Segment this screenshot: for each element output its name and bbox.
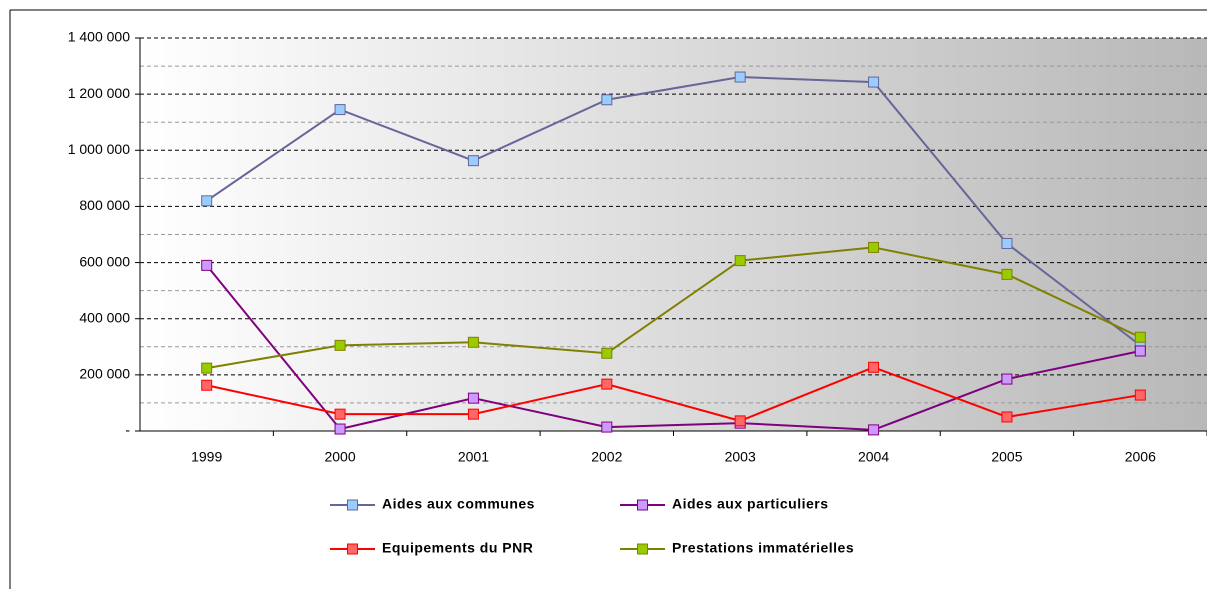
y-tick-label: 400 000 [79, 309, 130, 325]
x-tick-label: 2005 [991, 449, 1022, 465]
marker [467, 155, 479, 167]
marker [1001, 411, 1013, 423]
marker [334, 423, 346, 435]
marker [1134, 345, 1146, 357]
x-tick-label: 2001 [458, 449, 489, 465]
y-tick-label: - [125, 422, 130, 438]
x-tick-label: 2004 [858, 449, 889, 465]
series-line [206, 246, 1141, 370]
marker [734, 255, 746, 267]
legend-marker [637, 499, 648, 511]
series-line [206, 366, 1141, 422]
legend-label: Equipements du PNR [382, 540, 533, 556]
y-tick-label: 800 000 [79, 197, 130, 213]
marker [1001, 373, 1013, 385]
legend-label: Prestations immatérielles [672, 540, 854, 556]
marker [601, 378, 613, 390]
legend-label: Aides aux particuliers [672, 496, 829, 512]
marker [601, 347, 613, 359]
y-tick-label: 1 200 000 [68, 85, 130, 101]
legend-marker [347, 543, 358, 555]
marker [1134, 389, 1146, 401]
x-tick-label: 2000 [324, 449, 355, 465]
series-line [206, 76, 1141, 347]
marker [868, 241, 880, 253]
x-tick-label: 2006 [1125, 449, 1156, 465]
marker [601, 94, 613, 106]
marker [201, 259, 213, 271]
marker [1001, 237, 1013, 249]
marker [467, 392, 479, 404]
series-line [205, 264, 1141, 431]
marker [1001, 268, 1013, 280]
marker [868, 76, 880, 88]
marker [201, 379, 213, 391]
x-tick-label: 1999 [191, 449, 222, 465]
marker [201, 362, 213, 374]
y-tick-label: 1 400 000 [68, 29, 130, 45]
marker [334, 339, 346, 351]
x-tick-label: 2003 [725, 449, 756, 465]
marker [1134, 331, 1146, 343]
legend-marker [637, 543, 648, 555]
marker [467, 408, 479, 420]
y-tick-label: 200 000 [79, 366, 130, 382]
y-tick-label: 1 000 000 [68, 141, 130, 157]
marker [601, 421, 613, 433]
marker [868, 424, 880, 436]
x-tick-label: 2002 [591, 449, 622, 465]
legend-label: Aides aux communes [382, 496, 535, 512]
marker [467, 336, 479, 348]
marker [201, 195, 213, 207]
marker [868, 361, 880, 373]
marker [734, 71, 746, 83]
marker [334, 408, 346, 420]
marker [734, 415, 746, 427]
y-tick-label: 600 000 [79, 253, 130, 269]
legend-marker [347, 499, 358, 511]
marker [334, 104, 346, 116]
